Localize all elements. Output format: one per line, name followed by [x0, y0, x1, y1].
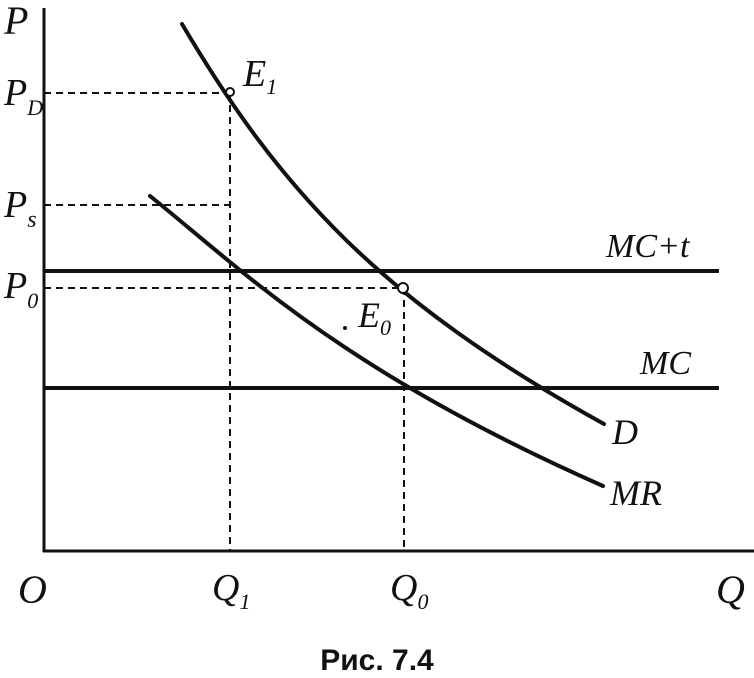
price-ps-label: Ps	[3, 184, 37, 233]
y-axis-label: P	[3, 0, 28, 43]
price-pd-sub: D	[26, 95, 43, 120]
mc-label: MC	[639, 345, 691, 382]
point-e1-sub: 1	[266, 74, 277, 99]
price-pd-label: PD	[3, 72, 43, 120]
point-e1-label: E1	[242, 53, 277, 99]
quantity-q1-main: Q	[212, 567, 239, 609]
mr-label: MR	[609, 473, 662, 513]
marginal-revenue-curve	[148, 194, 605, 488]
x-axis-label: Q	[716, 567, 745, 612]
e0-point-marker	[397, 282, 409, 294]
price-ps-main: P	[3, 184, 27, 226]
point-e0-label: E0	[357, 295, 391, 340]
quantity-q1-label: Q1	[212, 567, 250, 614]
price-p0-sub: 0	[27, 288, 38, 313]
stray-dot	[343, 326, 347, 330]
price-ps-sub: s	[27, 207, 36, 233]
point-e1-main: E	[242, 53, 266, 95]
price-p0-main: P	[3, 265, 27, 307]
price-p0-label: P0	[3, 265, 38, 313]
origin-label: O	[18, 567, 47, 612]
point-e0-sub: 0	[380, 315, 391, 340]
point-e0-main: E	[357, 295, 380, 335]
demand-label: D	[611, 412, 638, 452]
quantity-q1-sub: 1	[239, 589, 250, 614]
e1-point-marker	[225, 87, 235, 97]
quantity-q0-label: Q0	[390, 567, 428, 614]
figure-caption: Рис. 7.4	[320, 644, 434, 677]
price-pd-main: P	[3, 72, 27, 114]
quantity-q0-sub: 0	[417, 589, 428, 614]
demand-curve	[180, 22, 606, 426]
mc-plus-t-label: MC+t	[605, 228, 691, 265]
quantity-q0-main: Q	[390, 567, 417, 609]
